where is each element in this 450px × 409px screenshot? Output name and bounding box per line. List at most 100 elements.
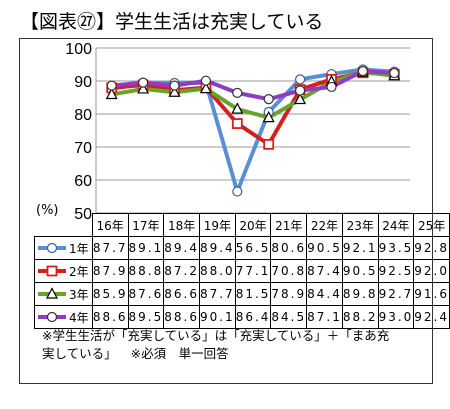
x-tick-label: 20年: [234, 213, 272, 237]
series-4-point: [263, 94, 274, 105]
legend-entry: 4年: [34, 305, 93, 329]
data-label: 92.8: [413, 236, 450, 260]
series-4-point: [357, 65, 368, 77]
x-tick-label: 21年: [270, 213, 308, 237]
footnote: ※学生生活が「充実している」は「充実している」＋「まあ充 実している」 ※必須 単…: [42, 327, 422, 363]
data-label: 77.1: [234, 259, 272, 283]
data-label: 87.7: [91, 236, 129, 260]
data-label: 88.2: [341, 305, 379, 329]
series-3-point: [105, 87, 118, 100]
legend-swatch-3: [38, 287, 66, 299]
y-tick-label: 70: [74, 140, 92, 157]
data-label: 85.9: [91, 282, 129, 306]
legend-label: 4年: [69, 310, 89, 325]
legend-entry: 2年: [34, 259, 93, 283]
data-label: 89.8: [341, 282, 379, 306]
y-tick-label: 60: [74, 173, 92, 190]
footnote-line-2-b: ※必須 単一回答: [130, 346, 229, 361]
series-3-point: [199, 81, 212, 94]
data-label: 81.5: [234, 282, 272, 306]
x-tick-label: 16年: [91, 213, 129, 237]
y-tick-label: 90: [74, 74, 92, 91]
series-2-point: [231, 118, 243, 129]
data-label: 93.5: [377, 236, 415, 260]
series-4-point: [232, 87, 243, 98]
table-row: 4年 88.6 89.5 88.6 90.1 86.4 84.5 87.1 88.2 93.0 92…: [34, 305, 450, 329]
data-label: 90.5: [306, 236, 343, 260]
series-4-point: [326, 81, 337, 93]
legend-entry: 3年: [34, 282, 93, 306]
data-label: 89.4: [163, 236, 200, 260]
data-label: 89.1: [127, 236, 165, 260]
series-line-4: [111, 69, 395, 102]
series-4-point: [389, 67, 400, 79]
footnote-line-2: 実している」 ※必須 単一回答: [42, 345, 422, 363]
series-4-point: [295, 85, 306, 96]
table-header-row: 16年 17年 18年 19年 20年 21年 22年 23年 24年 25年: [34, 213, 450, 237]
data-label: 88.6: [163, 305, 200, 329]
data-label: 78.9: [270, 282, 308, 306]
data-label: 87.7: [198, 282, 236, 306]
series-2-point: [263, 138, 275, 150]
data-label: 56.5: [234, 236, 272, 260]
data-label: 87.6: [127, 282, 165, 306]
legend-swatch-marker: [46, 287, 58, 299]
data-label: 88.0: [198, 259, 236, 283]
x-tick-label: 22年: [306, 213, 343, 237]
series-3-point: [168, 85, 181, 97]
legend-swatch-marker: [46, 265, 58, 277]
data-label: 90.1: [198, 305, 236, 329]
table-row: 3年 85.9 87.6 86.6 87.7 81.5 78.9 84.4 89.8 92.7 91…: [34, 282, 450, 306]
legend-swatch-4: [38, 311, 66, 323]
chart-frame: [19, 38, 433, 384]
series-3-point: [262, 110, 275, 123]
table-row: 1年 87.7 89.1 89.4 89.4 56.5 80.6 90.5 92.1 93.5 92…: [34, 236, 450, 260]
data-label: 92.1: [341, 236, 379, 260]
footnote-line-2-a: 実している」: [42, 346, 117, 361]
data-label: 70.8: [270, 259, 308, 283]
x-tick-label: 18年: [163, 213, 200, 237]
series-3-point: [231, 102, 244, 114]
series-1-point: [232, 186, 243, 197]
series-1-point: [295, 74, 306, 85]
table-corner: [34, 213, 93, 237]
chart-title: 【図表㉗】学生生活は充実している: [20, 11, 324, 33]
data-label: 92.7: [377, 282, 415, 306]
data-label: 88.8: [127, 259, 165, 283]
data-label: 89.5: [127, 305, 165, 329]
series-3-point: [137, 82, 150, 94]
data-label: 93.0: [377, 305, 415, 329]
x-tick-label: 24年: [377, 213, 415, 237]
series-4-point: [169, 80, 180, 91]
x-tick-label: 19年: [198, 213, 236, 237]
legend-swatch-2: [38, 265, 66, 277]
data-label: 84.5: [270, 305, 308, 329]
table-row: 2年 87.9 88.8 87.2 88.0 77.1 70.8 87.4 90.5 92.5 92…: [34, 259, 450, 283]
data-label: 91.6: [413, 282, 450, 306]
data-label: 90.5: [341, 259, 379, 283]
data-label: 80.6: [270, 236, 308, 260]
legend-entry: 1年: [34, 236, 93, 260]
data-label: 86.6: [163, 282, 200, 306]
x-tick-label: 23年: [341, 213, 379, 237]
data-table: 16年 17年 18年 19年 20年 21年 22年 23年 24年 25年 1年 87.7 89.1…: [34, 213, 450, 329]
y-tick-label: 80: [74, 107, 92, 124]
legend-label: 3年: [69, 287, 89, 302]
data-label: 84.4: [306, 282, 343, 306]
y-tick-label: 100: [65, 41, 92, 58]
data-label: 86.4: [234, 305, 272, 329]
series-4-point: [106, 80, 117, 91]
data-label: 87.2: [163, 259, 200, 283]
data-label: 87.4: [306, 259, 343, 283]
legend-label: 2年: [69, 264, 89, 279]
series-4-point: [138, 77, 149, 88]
legend-swatch-marker: [46, 242, 58, 254]
data-label: 92.5: [377, 259, 415, 283]
x-tick-label: 25年: [413, 213, 450, 237]
legend-label: 1年: [69, 241, 89, 256]
data-label: 92.4: [413, 305, 450, 329]
data-label: 87.9: [91, 259, 129, 283]
series-3-point: [294, 92, 307, 105]
data-label: 92.0: [413, 259, 450, 283]
series-4-point: [200, 75, 211, 86]
